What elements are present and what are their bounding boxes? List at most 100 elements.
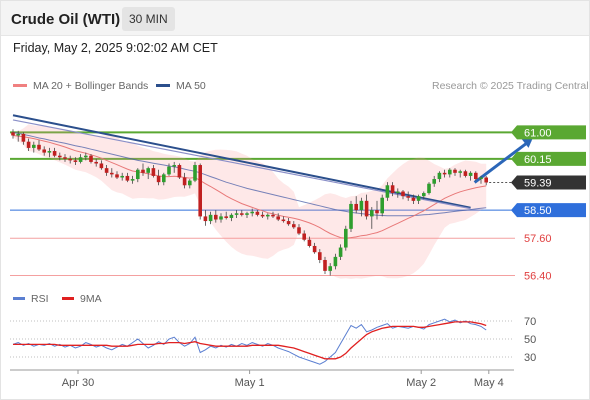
- candle-body: [240, 213, 244, 215]
- candle-body: [78, 157, 83, 162]
- candle-body: [302, 233, 306, 240]
- x-axis-tick-label: May 4: [474, 377, 504, 389]
- candle-body: [479, 177, 483, 180]
- candle-body: [172, 165, 176, 167]
- rsi-panel: 70 50 30: [10, 316, 536, 365]
- candle-body: [328, 266, 332, 271]
- candles: [11, 129, 488, 276]
- candle-body: [94, 161, 98, 164]
- candle-body: [11, 132, 15, 136]
- x-axis-tick-label: Apr 30: [62, 377, 94, 389]
- candle-body: [224, 216, 228, 218]
- report-datetime: Friday, May 2, 2025 9:02:02 AM CET: [13, 41, 218, 55]
- legend-ma20: MA 20 + Bollinger Bands: [13, 80, 148, 92]
- legend-ma20-label: MA 20 + Bollinger Bands: [33, 80, 149, 92]
- candle-body: [52, 151, 57, 156]
- candle-body: [130, 179, 135, 181]
- level-label-current: 59.39: [524, 177, 552, 189]
- candle-body: [120, 175, 124, 178]
- rsi-series-rsi: [12, 318, 487, 365]
- x-axis-tick-label: May 1: [235, 377, 265, 389]
- candle-body: [26, 141, 31, 148]
- legend-ma50: MA 50: [156, 80, 206, 92]
- candle-body: [333, 256, 338, 267]
- legend-rsi-label: RSI: [31, 293, 49, 305]
- bollinger-bands: [13, 124, 487, 279]
- moving-averages: [12, 131, 487, 239]
- candle-body: [177, 165, 182, 178]
- candle-body: [188, 180, 192, 186]
- candle-body: [468, 172, 473, 176]
- rsi-tick-label: 70: [524, 316, 536, 328]
- candle-body: [136, 169, 140, 180]
- candle-body: [115, 174, 119, 178]
- candle-body: [364, 200, 369, 217]
- legend-9ma: 9MA: [62, 293, 102, 305]
- rsi-series-9ma: [13, 321, 487, 360]
- rsi-tick-label: 30: [524, 352, 536, 364]
- candle-body: [380, 197, 384, 214]
- candle-body: [458, 171, 462, 173]
- candle-body: [146, 168, 150, 173]
- trendline-2: [12, 119, 471, 210]
- candle-body: [307, 239, 312, 246]
- projection-arrow-shaft: [473, 139, 532, 184]
- candle-body: [229, 214, 234, 218]
- candle-body: [110, 172, 114, 175]
- candle-body: [21, 133, 26, 142]
- candle-body: [463, 171, 468, 176]
- candle-body: [198, 165, 202, 217]
- candle-body: [156, 175, 161, 183]
- candle-body: [442, 172, 447, 175]
- ma50-line: [12, 131, 487, 217]
- candle-body: [427, 183, 431, 194]
- candle-body: [390, 185, 395, 194]
- x-axis: Apr 30 May 1 May 2 May 4: [10, 369, 514, 389]
- level-label-support: 56.40: [524, 271, 552, 283]
- candle-body: [281, 219, 286, 222]
- candle-body: [276, 216, 280, 220]
- candle-body: [474, 172, 478, 180]
- timeframe-button[interactable]: 30 MIN: [122, 7, 175, 31]
- x-axis-tick-label: May 2: [406, 377, 436, 389]
- price-levels: [10, 131, 515, 277]
- candle-body: [484, 177, 488, 183]
- candle-body: [58, 155, 62, 158]
- instrument-title: Crude Oil (WTI): [11, 11, 121, 28]
- candle-body: [167, 166, 171, 175]
- candle-body: [250, 211, 254, 214]
- candle-body: [323, 259, 327, 271]
- candle-body: [271, 214, 275, 217]
- candle-body: [32, 144, 36, 148]
- candle-body: [385, 185, 390, 198]
- candle-body: [354, 203, 358, 211]
- candle-body: [401, 191, 405, 197]
- candle-body: [42, 149, 46, 153]
- candle-body: [47, 151, 52, 153]
- candle-body: [104, 168, 109, 173]
- candle-body: [84, 155, 88, 158]
- level-label-box-resistance: [511, 151, 586, 166]
- legend-rsi: RSI: [13, 293, 49, 305]
- legend-rsi-swatch: [13, 296, 25, 300]
- candle-body: [193, 165, 197, 181]
- candle-body: [266, 214, 270, 217]
- candle-body: [312, 245, 317, 253]
- candle-body: [437, 172, 442, 180]
- candle-body: [292, 224, 296, 228]
- candle-body: [214, 214, 218, 220]
- legend-ma50-label: MA 50: [176, 80, 206, 92]
- candle-body: [375, 210, 379, 214]
- copyright-text: Research © 2025 Trading Central: [432, 80, 589, 92]
- level-label-resistance: 60.15: [524, 154, 552, 166]
- level-label-box-resistance: [511, 125, 586, 140]
- candle-body: [370, 210, 374, 217]
- candle-body: [422, 193, 426, 197]
- candle-body: [396, 191, 400, 194]
- candle-body: [151, 168, 156, 176]
- rsi-tick-label: 50: [524, 334, 536, 346]
- price-level-labels: 61.00 60.15 59.39 58.50 57.60 56.40: [511, 125, 586, 283]
- candle-body: [344, 228, 348, 248]
- candle-body: [432, 179, 436, 184]
- candle-body: [37, 144, 41, 150]
